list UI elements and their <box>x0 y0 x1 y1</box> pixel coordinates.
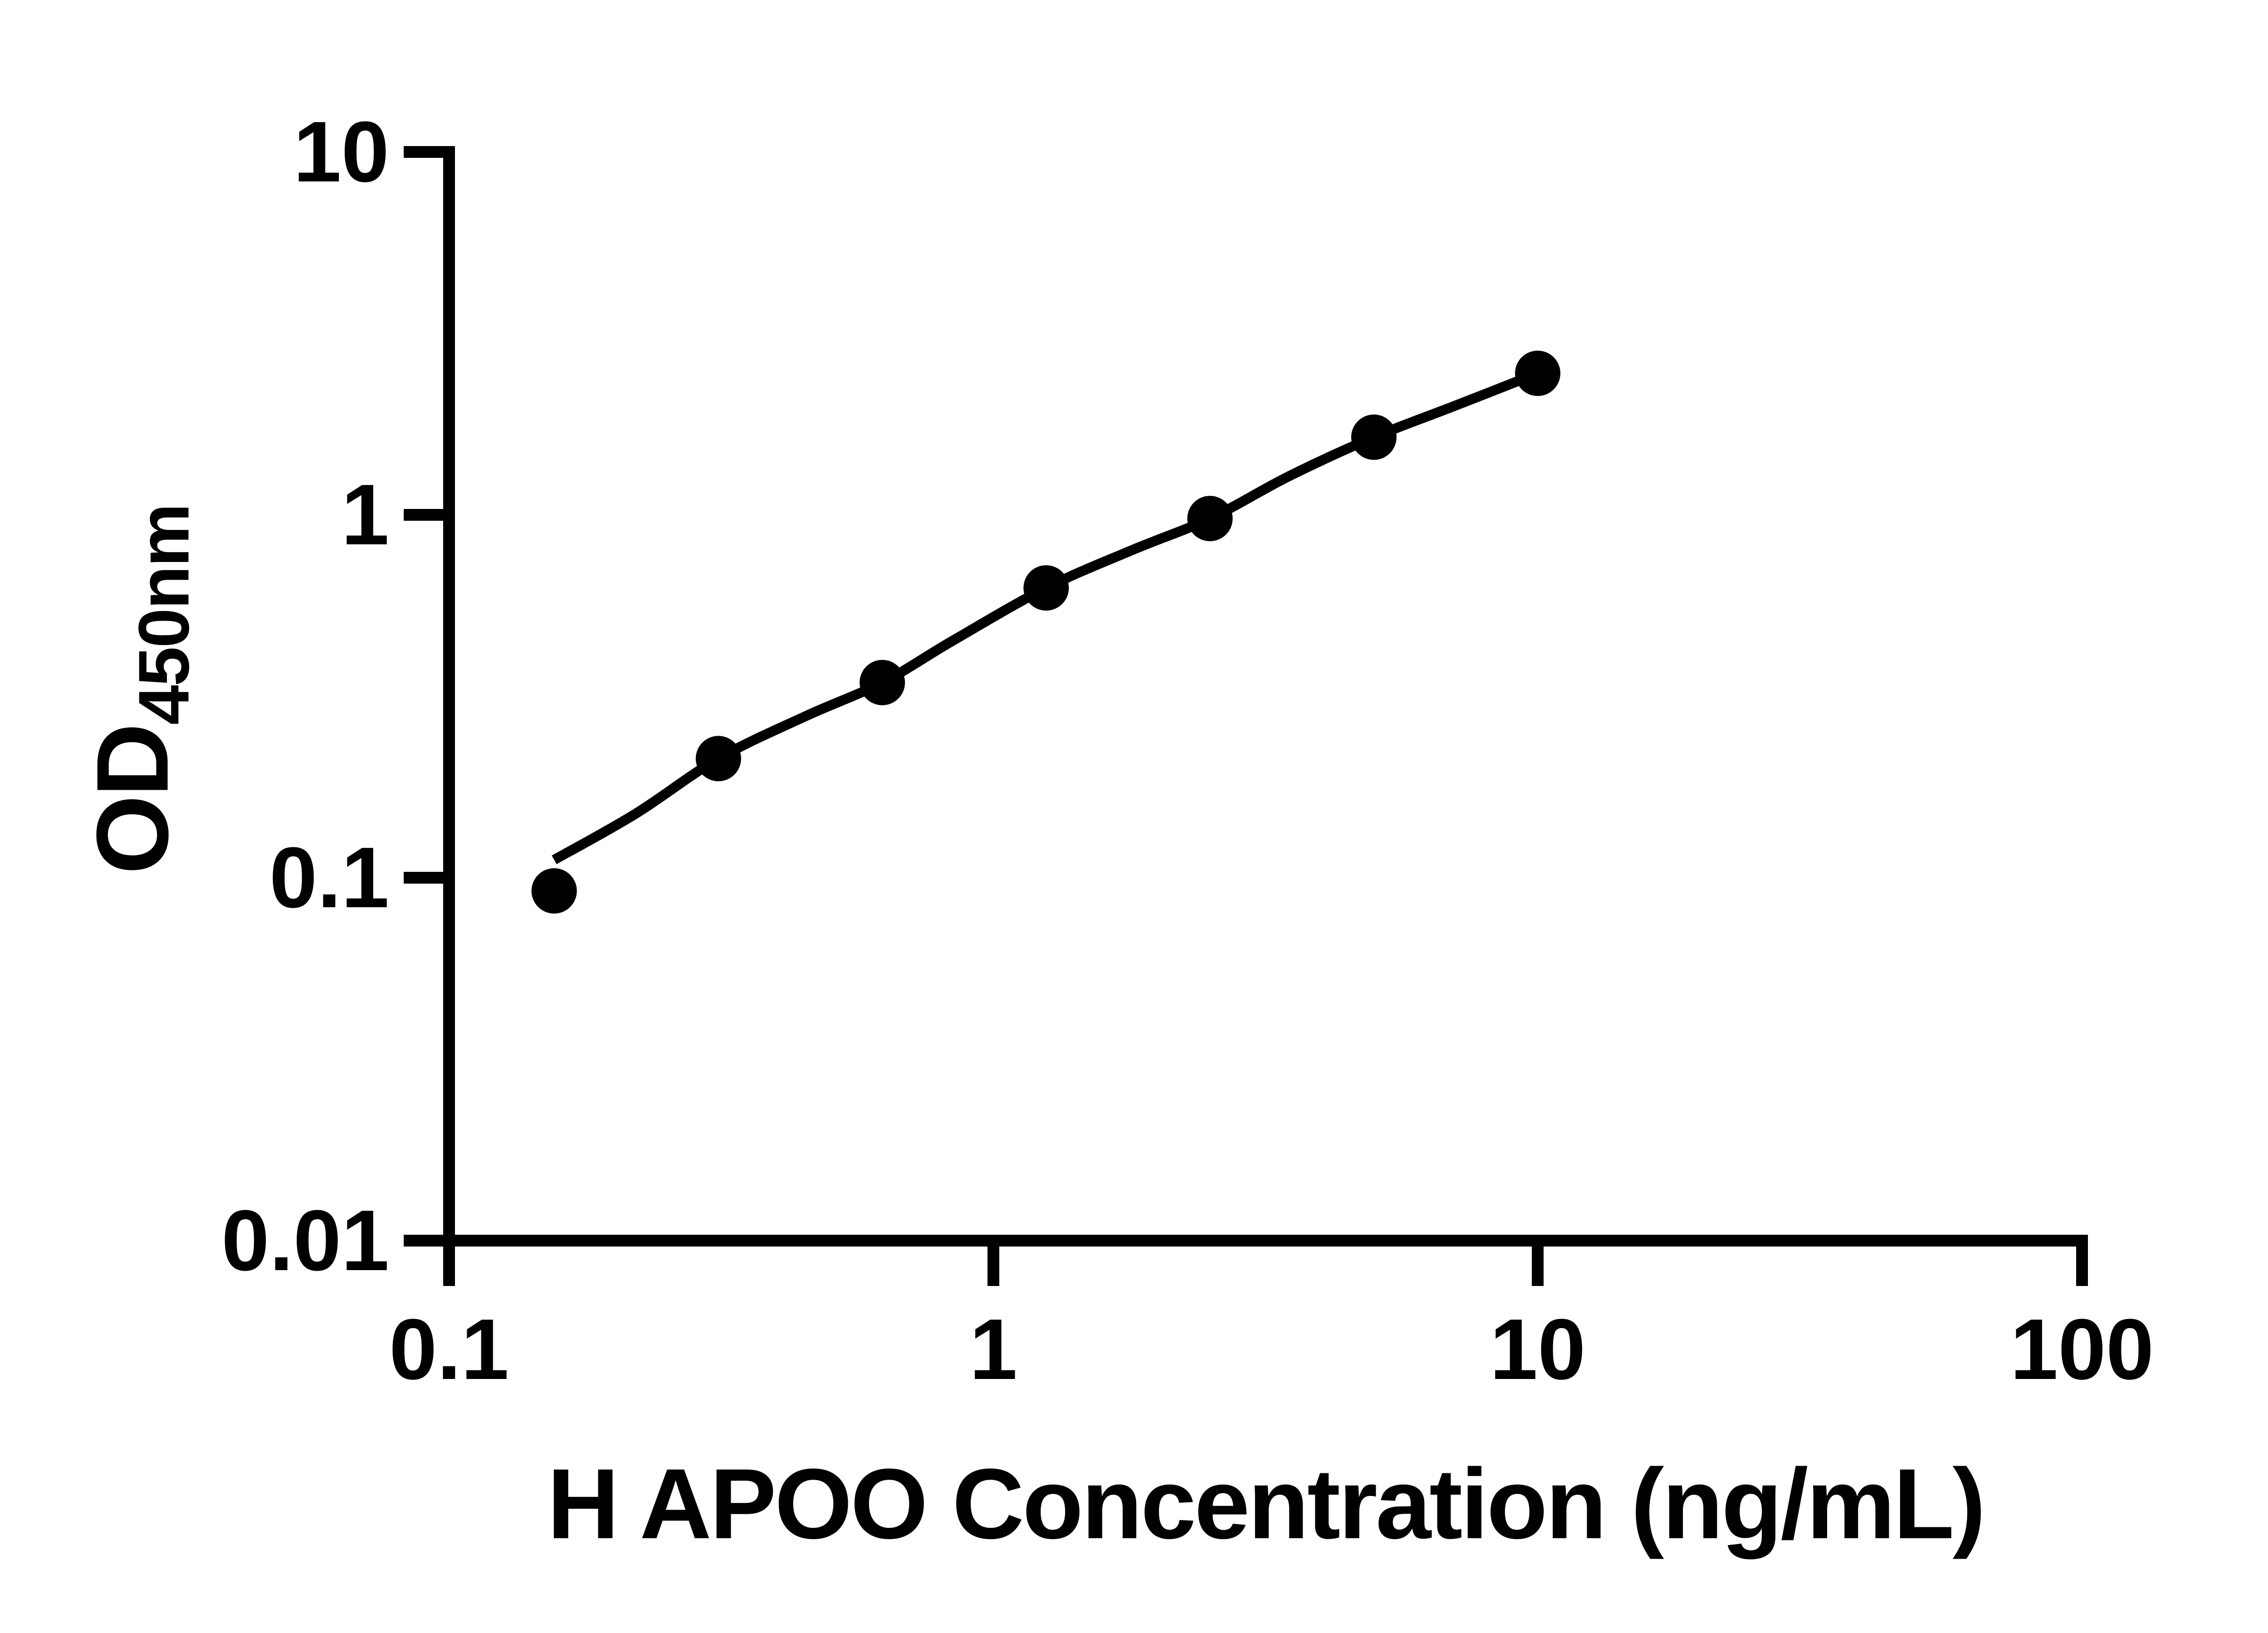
x-tick-label: 10 <box>1490 1301 1586 1398</box>
x-tick-label: 0.1 <box>389 1301 509 1398</box>
data-point <box>531 868 577 914</box>
y-tick-label: 10 <box>293 104 389 200</box>
y-axis-title-main: OD <box>75 725 190 875</box>
y-tick-label: 0.1 <box>269 830 389 926</box>
data-point <box>695 736 741 782</box>
data-point <box>1515 351 1560 396</box>
y-axis-title-subscript: 450nm <box>124 504 204 725</box>
x-axis-title: H APOO Concentration (ng/mL) <box>547 1448 1985 1560</box>
data-point <box>860 660 905 705</box>
data-point <box>1023 565 1069 611</box>
x-tick-label: 1 <box>969 1301 1017 1398</box>
x-tick-label: 100 <box>2010 1301 2154 1398</box>
y-axis-title: OD450nm <box>75 504 204 874</box>
data-point <box>1187 496 1233 542</box>
y-tick-label: 1 <box>341 467 389 563</box>
data-point <box>1351 414 1397 460</box>
y-tick-label: 0.01 <box>221 1193 389 1289</box>
